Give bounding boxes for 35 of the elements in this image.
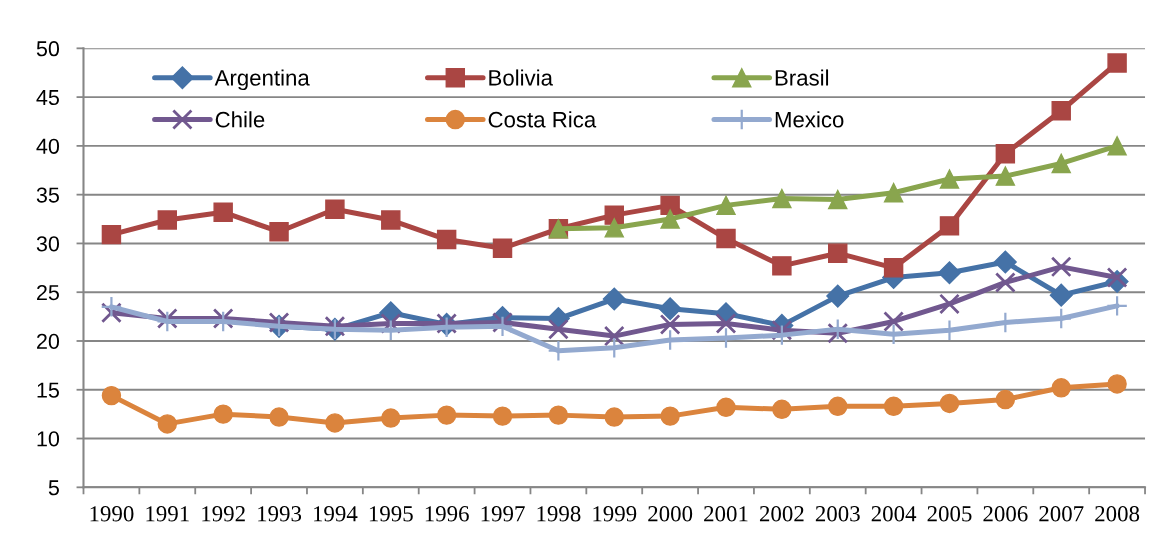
y-tick-label: 10	[37, 431, 60, 447]
legend-label: Costa Rica	[488, 111, 597, 128]
legend-label: Argentina	[214, 69, 310, 91]
x-tick-label: 2007	[1039, 506, 1084, 522]
x-tick-label: 2006	[983, 506, 1028, 522]
x-tick-label: 1991	[146, 506, 189, 522]
y-tick-label: 15	[37, 382, 59, 398]
x-tick-label: 2008	[1095, 506, 1140, 522]
x-tick-label: 2005	[927, 506, 972, 522]
x-tick-label: 1996	[425, 506, 469, 522]
x-tick-label: 2003	[815, 506, 860, 522]
x-tick-label: 1993	[258, 506, 302, 522]
x-tick-label: 1997	[481, 506, 525, 522]
x-tick-label: 2004	[871, 506, 917, 522]
y-tick-label: 35	[36, 187, 59, 203]
y-tick-label: 20	[37, 333, 60, 349]
x-tick-label: 1990	[90, 506, 134, 522]
legend-label: Bolivia	[489, 69, 553, 86]
y-tick-label: 5	[48, 480, 59, 496]
legend-label: Chile	[215, 111, 265, 128]
x-tick-label: 2000	[648, 506, 693, 522]
x-tick-label: 1992	[202, 506, 245, 522]
legend-label: Brasil	[775, 69, 829, 86]
y-tick-label: 40	[36, 138, 60, 154]
x-tick-label: 2002	[759, 506, 804, 522]
y-tick-label: 25	[37, 284, 59, 301]
x-tick-label: 1994	[314, 506, 358, 522]
y-tick-label: 45	[36, 90, 59, 106]
x-tick-label: 1999	[593, 506, 637, 522]
legend-label: Mexico	[775, 111, 844, 128]
y-tick-label: 30	[36, 236, 60, 252]
x-tick-label: 2001	[704, 506, 748, 522]
x-tick-label: 1995	[369, 506, 413, 522]
y-tick-label: 50	[36, 41, 60, 57]
x-tick-label: 1998	[537, 506, 581, 522]
